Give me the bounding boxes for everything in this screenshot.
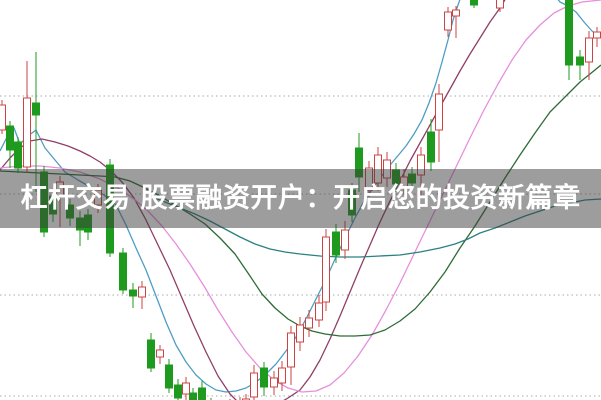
- candle: [0, 100, 6, 134]
- candle: [452, 6, 460, 38]
- candle: [585, 31, 593, 80]
- candle: [444, 7, 452, 37]
- candle: [496, 0, 504, 12]
- candle: [593, 27, 601, 47]
- candle: [470, 0, 478, 8]
- candle: [23, 61, 31, 173]
- candle: [322, 229, 330, 311]
- candle: [32, 52, 40, 192]
- candle: [14, 137, 22, 173]
- candle: [242, 394, 250, 400]
- candle: [332, 224, 340, 263]
- candle: [189, 388, 197, 400]
- candle: [305, 310, 313, 337]
- candle: [270, 371, 278, 395]
- candle: [174, 379, 182, 400]
- candle: [427, 119, 435, 171]
- candle: [182, 377, 190, 400]
- candle: [129, 283, 137, 308]
- banner-title: 杠杆交易 股票融资开户：开启您的投资新篇章: [20, 183, 581, 214]
- candle: [165, 359, 173, 393]
- candle: [287, 326, 295, 385]
- candle: [156, 345, 164, 364]
- candle: [296, 317, 304, 351]
- candle: [260, 362, 268, 396]
- candle: [147, 333, 155, 372]
- candle: [250, 365, 258, 400]
- candle: [565, 0, 573, 80]
- candle: [138, 281, 146, 309]
- candle: [576, 50, 584, 80]
- candle: [198, 381, 206, 400]
- candle: [315, 295, 323, 327]
- title-banner-overlay: 杠杆交易 股票融资开户：开启您的投资新篇章: [0, 169, 601, 228]
- candle: [278, 361, 286, 391]
- candle: [435, 84, 443, 162]
- candle: [119, 248, 127, 294]
- candle: [6, 121, 14, 168]
